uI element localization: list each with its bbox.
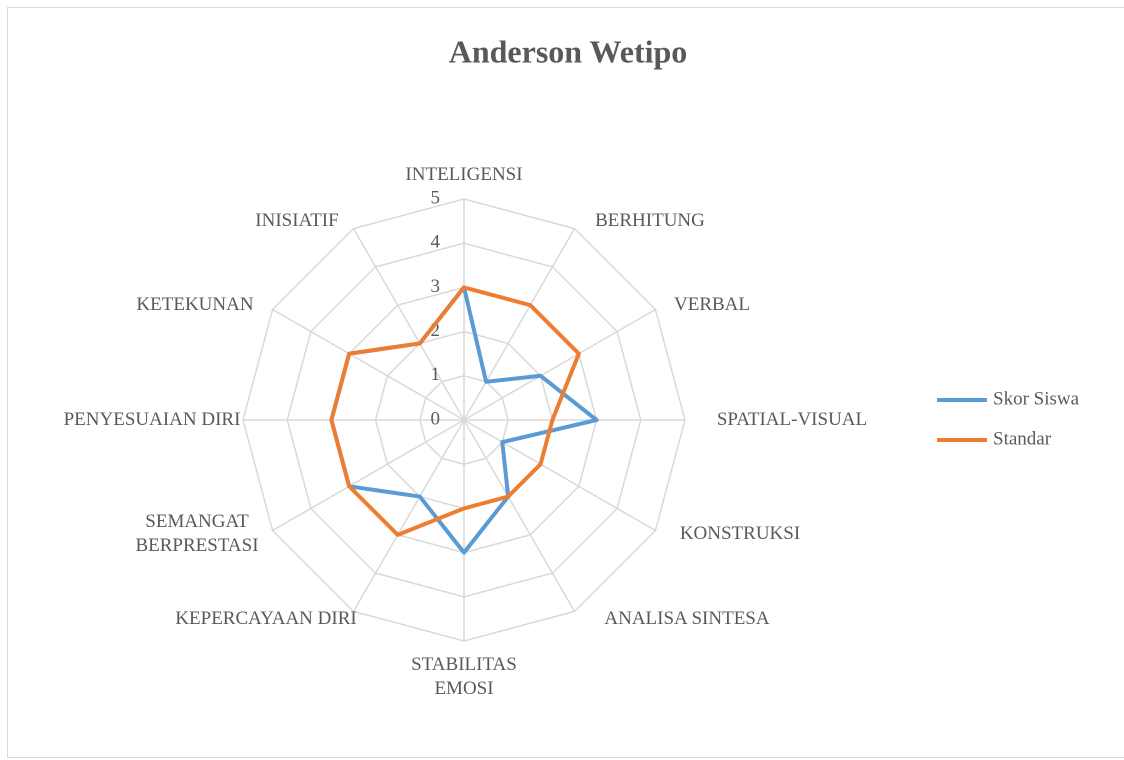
category-label: SEMANGAT BERPRESTASI — [135, 511, 259, 556]
category-label: KETEKUNAN — [136, 294, 254, 315]
category-label: INISIATIF — [255, 210, 339, 231]
category-label: ANALISA SINTESA — [604, 608, 770, 629]
category-label: KEPERCAYAAN DIRI — [175, 608, 357, 629]
spoke — [463, 419, 656, 532]
axis-tick-label: 4 — [431, 232, 441, 253]
axis-tick-label: 2 — [431, 320, 441, 341]
category-label: BERHITUNG — [595, 210, 705, 231]
chart-frame — [7, 7, 1124, 758]
axis-tick-label: 1 — [431, 364, 441, 385]
spoke — [352, 228, 465, 421]
legend-label: Skor Siswa — [993, 388, 1080, 409]
legend-label: Standar — [993, 428, 1052, 449]
category-label: PENYESUAIAN DIRI — [63, 409, 241, 430]
category-label: INTELIGENSI — [405, 164, 523, 185]
spoke — [272, 308, 465, 421]
axis-tick-label: 3 — [431, 276, 441, 297]
category-label: VERBAL — [674, 294, 750, 315]
category-label: SPATIAL-VISUAL — [716, 409, 868, 430]
category-label: STABILITAS EMOSI — [411, 654, 517, 699]
spoke — [463, 419, 576, 612]
spoke — [352, 419, 465, 612]
axis-tick-label: 0 — [431, 408, 441, 429]
axis-tick-label: 5 — [431, 187, 441, 208]
category-label: KONSTRUKSI — [679, 523, 801, 544]
spoke — [463, 228, 576, 421]
spoke — [463, 308, 656, 421]
spoke — [272, 419, 465, 532]
series-line — [329, 285, 581, 537]
chart-title: Anderson Wetipo — [449, 33, 688, 69]
